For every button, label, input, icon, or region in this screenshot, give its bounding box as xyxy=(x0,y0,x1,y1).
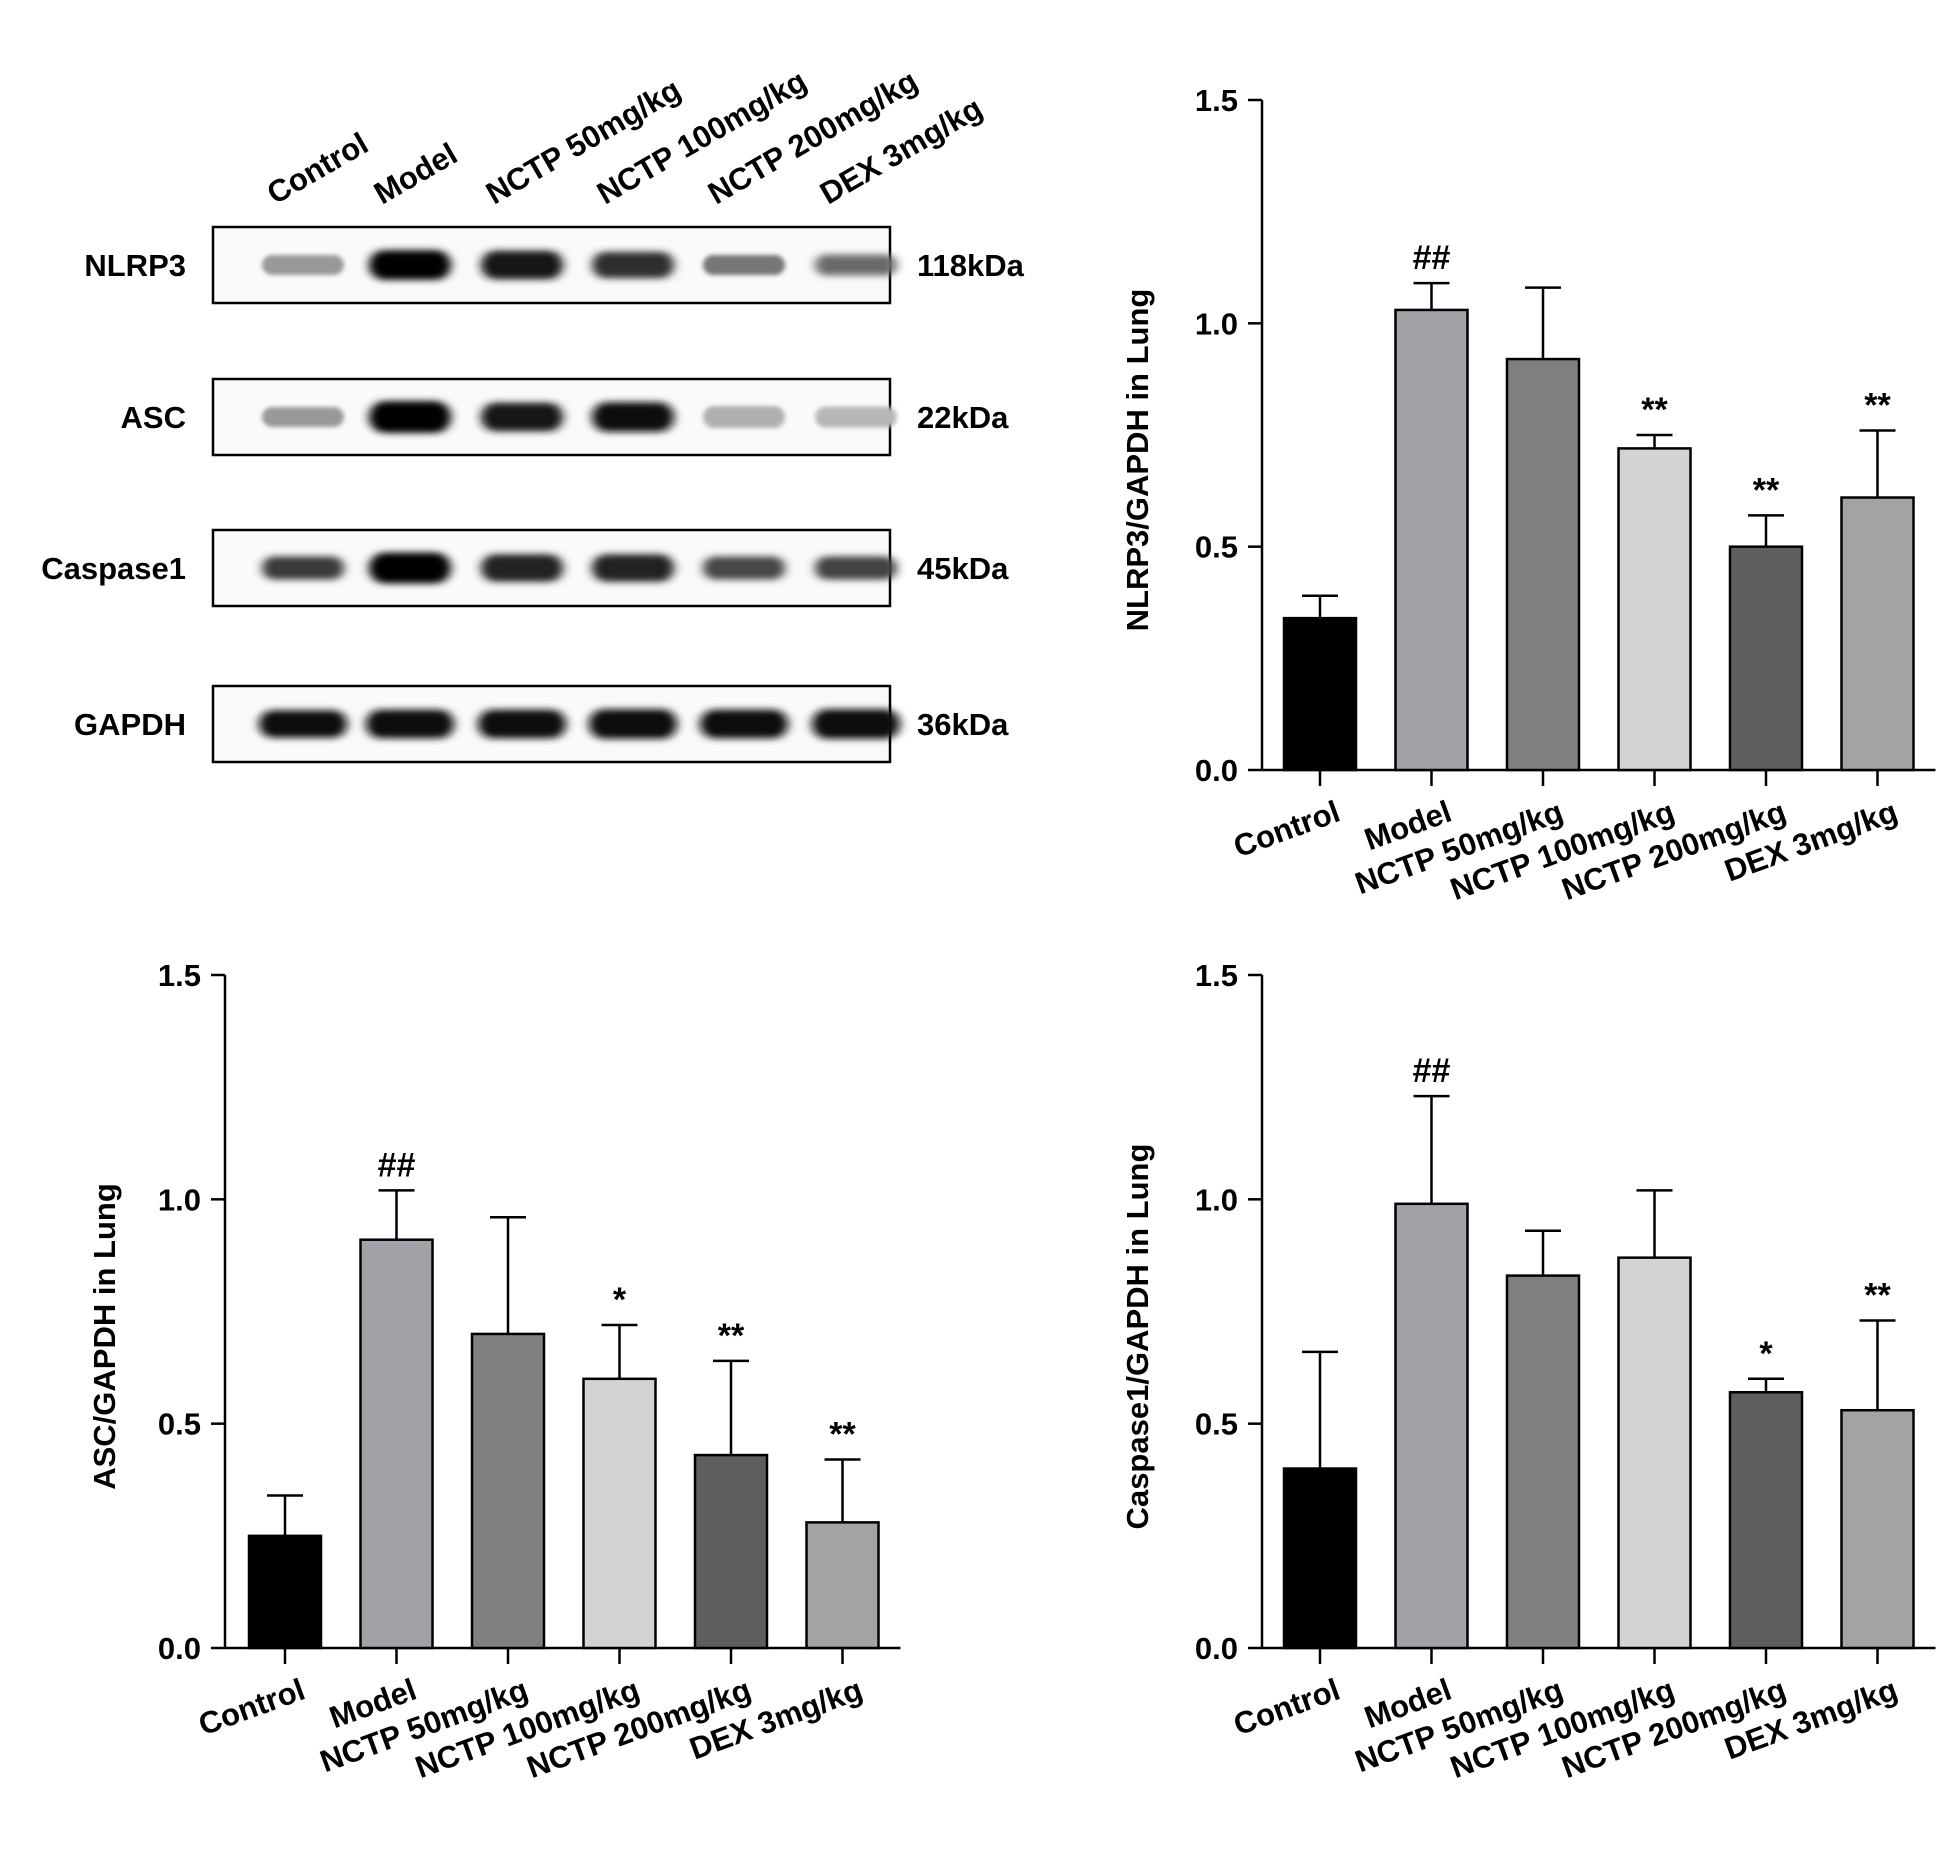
significance-marker-nctp-200mg-kg: ** xyxy=(1753,471,1780,509)
band-caspase1-nctp-100mg-kg xyxy=(592,554,674,582)
blot-strip-gapdh xyxy=(211,684,900,764)
blot-size-label: 36kDa xyxy=(917,707,1009,742)
blot-size-label: 22kDa xyxy=(917,400,1009,435)
band-nlrp3-nctp-50mg-kg xyxy=(481,250,563,280)
y-tick-label: 1.0 xyxy=(1195,306,1238,341)
bar-model xyxy=(1394,1202,1469,1650)
bar-nctp-100mg-kg xyxy=(1617,1256,1692,1650)
significance-marker-nctp-200mg-kg: * xyxy=(1759,1335,1773,1373)
significance-marker-nctp-100mg-kg: * xyxy=(613,1281,627,1319)
band-nlrp3-nctp-200mg-kg xyxy=(703,255,785,275)
blot-lane-label-nctp-50mg-kg: NCTP 50mg/kg xyxy=(480,72,686,211)
y-axis-label: Caspase1/GAPDH in Lung xyxy=(1120,1144,1155,1530)
band-asc-nctp-200mg-kg xyxy=(703,405,785,429)
bar-nctp-50mg-kg xyxy=(1505,357,1581,772)
significance-marker-nctp-200mg-kg: ** xyxy=(718,1317,745,1355)
bar-nctp-50mg-kg xyxy=(1505,1274,1581,1650)
bar-control xyxy=(1282,1467,1358,1650)
band-asc-control xyxy=(262,407,344,427)
band-gapdh-model xyxy=(366,709,454,739)
bar-nctp-50mg-kg xyxy=(470,1332,546,1650)
band-caspase1-dex-3mg-kg xyxy=(815,556,897,580)
y-tick-label: 0.0 xyxy=(158,1631,201,1666)
y-tick-label: 1.5 xyxy=(1195,83,1238,118)
band-gapdh-nctp-100mg-kg xyxy=(589,709,677,739)
blot-strip-caspase1 xyxy=(211,528,897,608)
band-nlrp3-control xyxy=(262,255,344,275)
y-tick-label: 0.5 xyxy=(158,1407,201,1442)
significance-marker-nctp-100mg-kg: ** xyxy=(1641,391,1668,429)
band-asc-model xyxy=(369,401,451,433)
blot-lane-label-model: Model xyxy=(368,136,463,211)
band-asc-dex-3mg-kg xyxy=(815,406,897,428)
band-caspase1-model xyxy=(369,552,451,584)
bar-dex-3mg-kg xyxy=(805,1521,880,1650)
y-tick-label: 1.5 xyxy=(158,958,201,993)
band-caspase1-nctp-50mg-kg xyxy=(481,554,563,582)
band-nlrp3-dex-3mg-kg xyxy=(815,254,897,276)
band-asc-nctp-50mg-kg xyxy=(481,402,563,432)
bar-nctp-200mg-kg xyxy=(1728,1391,1804,1650)
band-gapdh-nctp-50mg-kg xyxy=(478,709,566,739)
band-gapdh-nctp-200mg-kg xyxy=(700,709,788,739)
y-tick-label: 0.0 xyxy=(1195,1631,1238,1666)
bar-nctp-200mg-kg xyxy=(693,1453,769,1650)
y-tick-label: 0.0 xyxy=(1195,753,1238,788)
blot-protein-label: NLRP3 xyxy=(84,248,186,283)
x-tick-label-control: Control xyxy=(1229,1672,1345,1743)
significance-marker-model: ## xyxy=(1413,1052,1451,1090)
bar-control xyxy=(247,1534,323,1650)
blot-size-label: 118kDa xyxy=(917,248,1025,283)
band-caspase1-control xyxy=(262,556,344,580)
band-nlrp3-model xyxy=(369,250,451,280)
nlrp3-bar-chart: 0.0 0.5 1.0 1.5 NLRP3/GAPDH in Lung Control ##… xyxy=(1120,83,1936,907)
significance-marker-dex-3mg-kg: ** xyxy=(1864,387,1891,425)
caspase1-bar-chart: 0.0 0.5 1.0 1.5 Caspase1/GAPDH in Lung Contro… xyxy=(1120,958,1936,1785)
band-nlrp3-nctp-100mg-kg xyxy=(592,251,674,279)
y-axis-label: NLRP3/GAPDH in Lung xyxy=(1120,289,1155,632)
blot-protein-label: Caspase1 xyxy=(41,551,186,586)
y-tick-label: 1.0 xyxy=(1195,1182,1238,1217)
bar-nctp-100mg-kg xyxy=(1617,447,1692,772)
y-axis-label: ASC/GAPDH in Lung xyxy=(87,1183,122,1490)
x-tick-label-control: Control xyxy=(1229,794,1345,865)
y-tick-label: 0.5 xyxy=(1195,1407,1238,1442)
y-tick-label: 1.5 xyxy=(1195,958,1238,993)
bar-dex-3mg-kg xyxy=(1840,1408,1915,1650)
significance-marker-dex-3mg-kg: ** xyxy=(829,1416,856,1454)
bar-nctp-200mg-kg xyxy=(1728,545,1804,772)
bar-control xyxy=(1282,616,1358,772)
significance-marker-model: ## xyxy=(378,1146,416,1184)
significance-marker-model: ## xyxy=(1413,239,1451,277)
significance-marker-dex-3mg-kg: ** xyxy=(1864,1276,1891,1314)
band-gapdh-dex-3mg-kg xyxy=(812,709,900,739)
y-tick-label: 0.5 xyxy=(1195,530,1238,565)
band-caspase1-nctp-200mg-kg xyxy=(703,556,785,580)
band-gapdh-control xyxy=(259,710,347,738)
blot-protein-label: ASC xyxy=(121,400,186,435)
blot-strip-nlrp3 xyxy=(211,225,897,305)
blot-lane-label-control: Control xyxy=(261,126,374,211)
bar-model xyxy=(359,1238,434,1650)
bar-nctp-100mg-kg xyxy=(582,1377,657,1650)
bar-model xyxy=(1394,308,1469,772)
bar-dex-3mg-kg xyxy=(1840,496,1915,772)
y-tick-label: 1.0 xyxy=(158,1182,201,1217)
x-tick-label-control: Control xyxy=(194,1672,310,1743)
band-asc-nctp-100mg-kg xyxy=(592,402,674,432)
blot-protein-label: GAPDH xyxy=(74,707,186,742)
blot-size-label: 45kDa xyxy=(917,551,1009,586)
blot-strip-asc xyxy=(211,377,897,457)
